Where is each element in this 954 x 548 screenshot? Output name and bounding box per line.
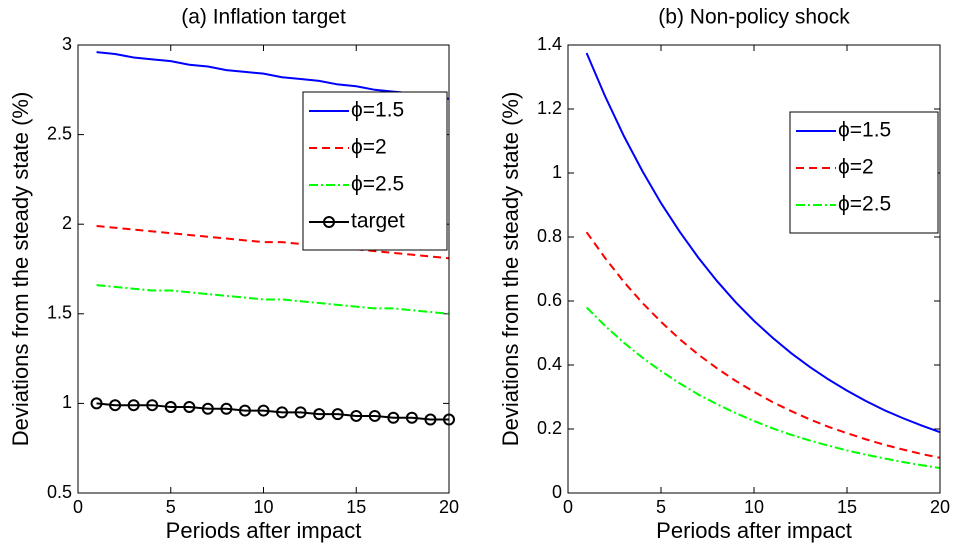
y-tick-label: 2 <box>62 213 72 233</box>
series-marker <box>276 406 289 419</box>
x-tick-label: 15 <box>346 497 366 517</box>
series-marker <box>164 400 177 413</box>
y-tick-label: 0.5 <box>47 482 72 502</box>
series-marker <box>313 408 326 421</box>
legend-label: ϕ=1.5 <box>351 99 404 122</box>
x-tick-label: 10 <box>744 497 764 517</box>
y-tick-label: 0 <box>552 482 562 502</box>
y-tick-label: 0.6 <box>537 290 562 310</box>
axes-box <box>77 44 450 494</box>
series-line <box>96 51 450 100</box>
y-tick-label: 1 <box>62 392 72 412</box>
legend-label: ϕ=2 <box>838 156 874 179</box>
y-tick-label: 0.2 <box>537 418 562 438</box>
x-tick-label: 5 <box>166 497 176 517</box>
x-tick-label: 0 <box>563 497 573 517</box>
legend-label: ϕ=2.5 <box>838 193 891 216</box>
series-marker <box>201 402 214 415</box>
series-marker <box>238 404 251 417</box>
series-line <box>585 306 941 470</box>
series-marker <box>405 411 418 424</box>
legend-label: ϕ=2.5 <box>351 173 404 196</box>
series-marker <box>90 397 103 410</box>
series-marker <box>220 402 233 415</box>
chart-title: (b) Non-policy shock <box>658 6 850 29</box>
x-tick-label: 15 <box>837 497 857 517</box>
y-tick-label: 1 <box>552 162 562 182</box>
series-marker <box>350 409 363 422</box>
legend-label: ϕ=2 <box>351 136 387 159</box>
x-tick-label: 0 <box>73 497 83 517</box>
legend-box <box>302 91 448 251</box>
series-marker <box>109 399 122 412</box>
x-tick-label: 20 <box>439 497 459 517</box>
x-axis-label: Periods after impact <box>656 518 852 543</box>
y-tick-label: 0.8 <box>537 226 562 246</box>
series-marker <box>424 413 437 426</box>
series-marker <box>294 406 307 419</box>
chart-title: (a) Inflation target <box>181 6 346 29</box>
legend-label: ϕ=1.5 <box>838 119 891 142</box>
legend-marker <box>323 216 335 228</box>
y-tick-label: 2.5 <box>47 123 72 143</box>
series-line <box>96 224 450 260</box>
y-tick-label: 1.5 <box>47 303 72 323</box>
series-marker <box>127 399 140 412</box>
series-marker <box>183 400 196 413</box>
series-line <box>585 231 941 459</box>
x-tick-label: 20 <box>930 497 950 517</box>
legend-box <box>789 111 939 234</box>
legend-label: target <box>351 210 405 233</box>
series-line <box>96 402 449 421</box>
series-line <box>585 52 941 434</box>
y-tick-label: 0.4 <box>537 354 562 374</box>
x-axis-label: Periods after impact <box>166 518 362 543</box>
y-axis-label: Deviations from the steady state (%) <box>8 92 33 447</box>
series-marker <box>331 408 344 421</box>
y-axis-label: Deviations from the steady state (%) <box>498 92 523 447</box>
series-marker <box>257 404 270 417</box>
y-tick-label: 1.4 <box>537 34 562 54</box>
y-tick-label: 1.2 <box>537 98 562 118</box>
series-line <box>96 284 450 315</box>
series-marker <box>368 409 381 422</box>
series-marker <box>146 399 159 412</box>
y-tick-label: 3 <box>62 34 72 54</box>
axes-box <box>567 44 941 494</box>
x-tick-label: 10 <box>253 497 273 517</box>
series-marker <box>387 411 400 424</box>
x-tick-label: 5 <box>656 497 666 517</box>
